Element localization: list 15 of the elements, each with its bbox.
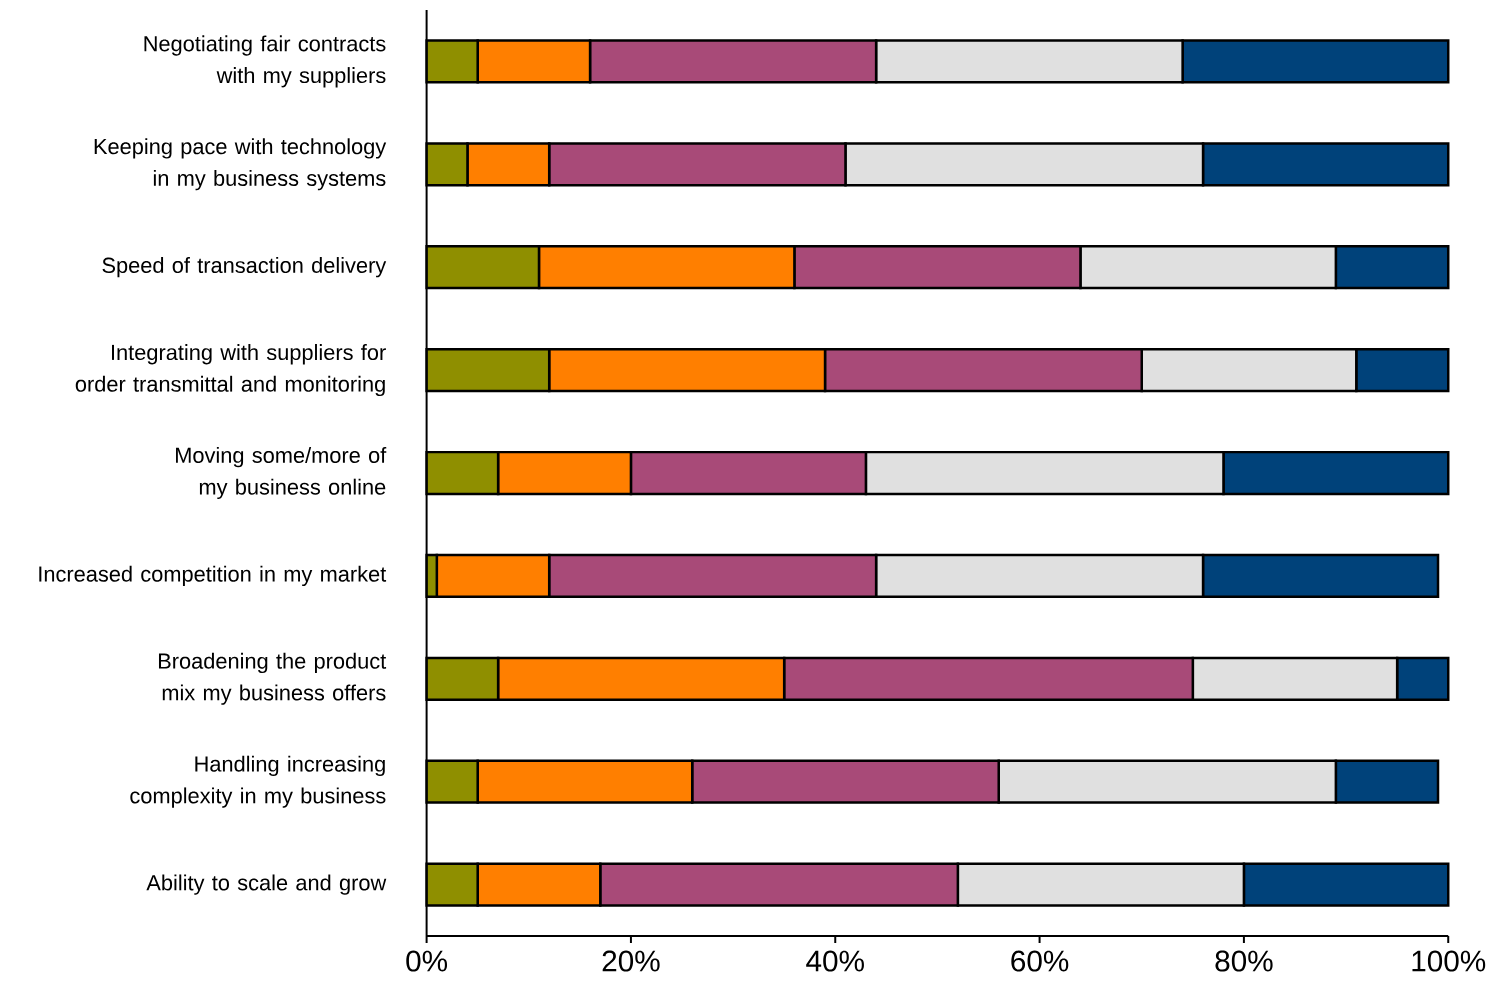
x-tick-label: 0% [406, 950, 448, 972]
x-tick-label: 20% [602, 950, 660, 972]
x-tick-label: 80% [1215, 950, 1273, 972]
y-tick-label: Keeping pace with technology in my business systems [94, 138, 387, 191]
y-tick-label: Handling increasing complexity in my business [130, 755, 386, 808]
y-tick-label: Moving some/more of my business online [176, 447, 387, 500]
y-tick-label: Increased competition in my market [39, 565, 387, 587]
x-tick-label: 60% [1011, 950, 1069, 972]
y-tick-label: Negotiating fair contracts with my suppliers [144, 35, 386, 88]
y-tick-label: Broadening the product mix my business offers [158, 652, 387, 705]
y-tick-label: Ability to scale and grow [146, 874, 387, 895]
x-tick-label: 100% [1412, 950, 1486, 972]
x-tick-label: 40% [806, 950, 864, 972]
y-tick-label: Integrating with suppliers for order transmittal and monitoring [75, 344, 386, 397]
y-tick-label: Speed of transaction delivery [102, 257, 387, 278]
